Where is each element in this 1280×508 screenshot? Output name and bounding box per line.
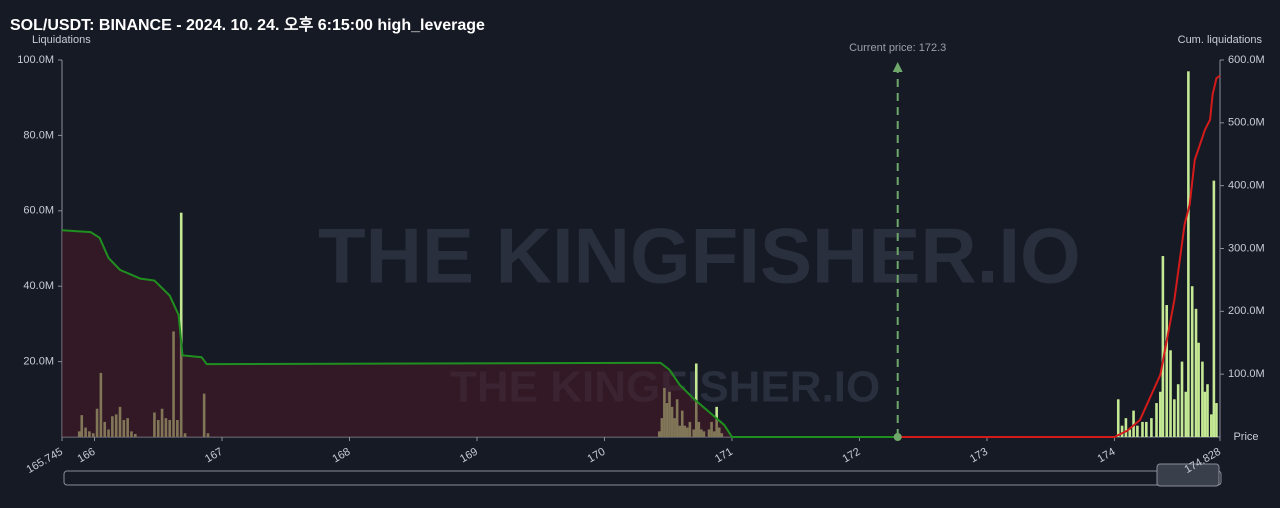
bar	[1116, 399, 1120, 437]
current-price-label: Current price: 172.3	[849, 42, 946, 54]
bar	[1124, 418, 1128, 437]
y-tick-label: 80.0M	[23, 129, 54, 141]
y2-tick-label: 600.0M	[1228, 54, 1265, 66]
y2-tick-label: 200.0M	[1228, 305, 1265, 317]
bar	[1194, 308, 1198, 437]
y2-tick-label: 500.0M	[1228, 117, 1265, 129]
bar	[1159, 391, 1162, 437]
bar	[1190, 286, 1194, 437]
bar	[1201, 361, 1204, 437]
bar	[1132, 410, 1135, 437]
cumulative-line	[61, 229, 898, 438]
bar	[1203, 391, 1207, 437]
y-axis-title: Liquidations	[32, 34, 91, 46]
bar	[1215, 403, 1218, 437]
current-price-dot	[893, 433, 902, 441]
bar	[1197, 342, 1200, 437]
scrollbar-handle[interactable]	[1156, 463, 1220, 487]
bar	[1210, 414, 1213, 437]
y2-axis-title: Cum. liquidations	[1178, 34, 1263, 46]
bar	[1136, 425, 1139, 437]
bar	[1141, 421, 1144, 437]
bar	[1206, 384, 1209, 437]
bar	[1187, 71, 1190, 437]
y-tick-label: 40.0M	[23, 280, 54, 292]
bar	[1169, 350, 1172, 437]
y2-tick-label: 300.0M	[1228, 242, 1265, 254]
area-fill	[62, 230, 898, 437]
y2-tick-label: 100.0M	[1228, 368, 1265, 380]
bar	[1184, 391, 1188, 437]
y-tick-label: 20.0M	[23, 356, 54, 368]
y-tick-label: 100.0M	[17, 54, 54, 66]
chart-title: SOL/USDT: BINANCE - 2024. 10. 24. 오후 6:1…	[10, 15, 485, 34]
bar	[179, 212, 183, 437]
y2-tick-label: 400.0M	[1228, 180, 1265, 192]
bar	[1120, 425, 1124, 437]
bar	[1128, 429, 1132, 437]
y-tick-label: 60.0M	[23, 205, 54, 217]
bar	[1155, 403, 1158, 437]
bar	[1150, 418, 1153, 437]
current-price-arrow	[892, 62, 903, 72]
bar	[1212, 180, 1216, 437]
bar	[1165, 305, 1169, 437]
x-axis-title: Price	[1233, 431, 1258, 443]
bar	[1145, 421, 1148, 437]
scrollbar[interactable]	[63, 470, 1222, 486]
bar	[1173, 399, 1176, 437]
cumulative-line	[897, 74, 1221, 438]
bar	[1176, 384, 1180, 437]
bar	[1180, 361, 1184, 437]
watermark: THE KINGFISHER.IO	[318, 212, 1081, 300]
bar	[1161, 256, 1165, 437]
